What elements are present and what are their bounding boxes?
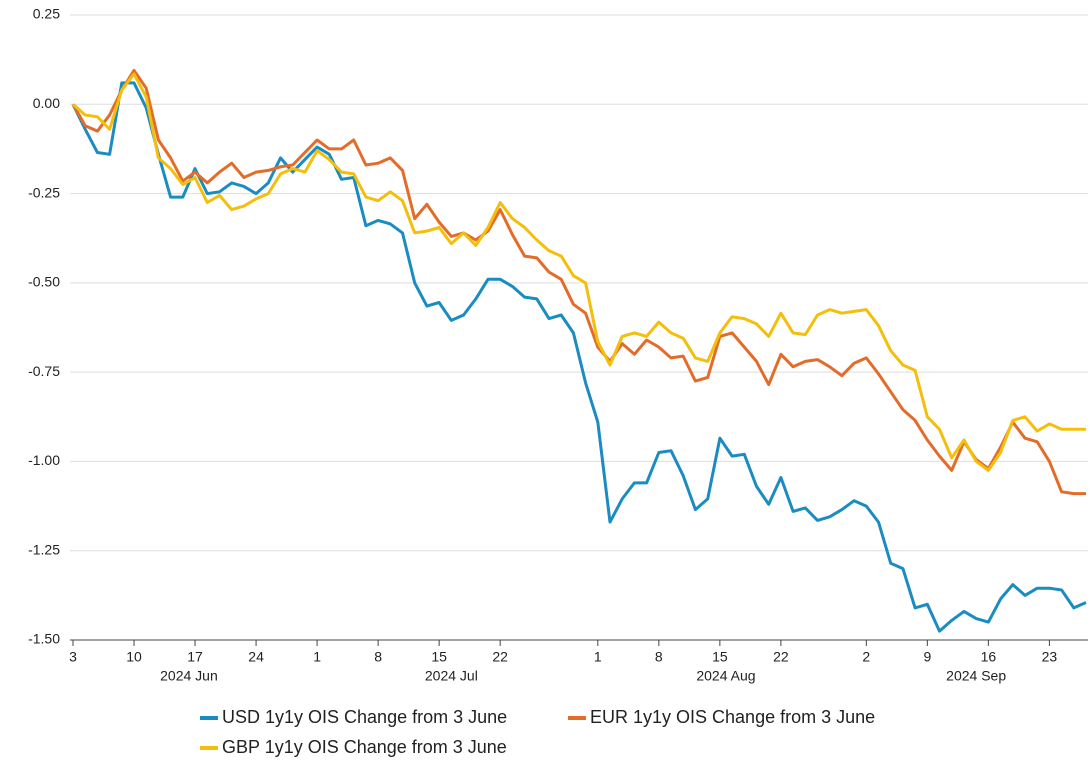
x-tick-label: 10 (126, 649, 142, 665)
x-group-label: 2024 Jul (425, 668, 478, 684)
x-tick-label: 9 (923, 649, 931, 665)
x-tick-label: 8 (374, 649, 382, 665)
y-tick-label: -0.75 (28, 363, 60, 379)
x-group-label: 2024 Jun (160, 668, 218, 684)
y-tick-label: -1.00 (28, 452, 60, 468)
y-tick-label: -1.25 (28, 541, 60, 557)
x-tick-label: 15 (712, 649, 728, 665)
series-line (71, 81, 1087, 633)
x-tick-label: 2 (862, 649, 870, 665)
x-tick-label: 8 (655, 649, 663, 665)
x-tick-label: 1 (313, 649, 321, 665)
series-line (71, 68, 1086, 496)
x-tick-label: 23 (1042, 649, 1058, 665)
x-tick-label: 15 (431, 649, 447, 665)
legend-label: EUR 1y1y OIS Change from 3 June (590, 707, 875, 727)
y-tick-label: 0.25 (33, 6, 60, 22)
x-group-label: 2024 Sep (946, 668, 1006, 684)
x-tick-label: 24 (248, 649, 264, 665)
y-tick-label: -0.50 (28, 274, 60, 290)
y-tick-label: -0.25 (28, 184, 60, 200)
x-tick-label: 22 (773, 649, 789, 665)
x-tick-label: 3 (69, 649, 77, 665)
x-tick-label: 22 (492, 649, 508, 665)
y-tick-label: 0.00 (33, 95, 60, 111)
series-line (72, 72, 1086, 472)
x-tick-label: 16 (981, 649, 997, 665)
x-group-label: 2024 Aug (696, 668, 755, 684)
x-tick-label: 1 (594, 649, 602, 665)
x-tick-label: 17 (187, 649, 203, 665)
legend-label: USD 1y1y OIS Change from 3 June (222, 707, 507, 727)
legend-label: GBP 1y1y OIS Change from 3 June (222, 737, 507, 757)
y-tick-label: -1.50 (28, 631, 60, 647)
